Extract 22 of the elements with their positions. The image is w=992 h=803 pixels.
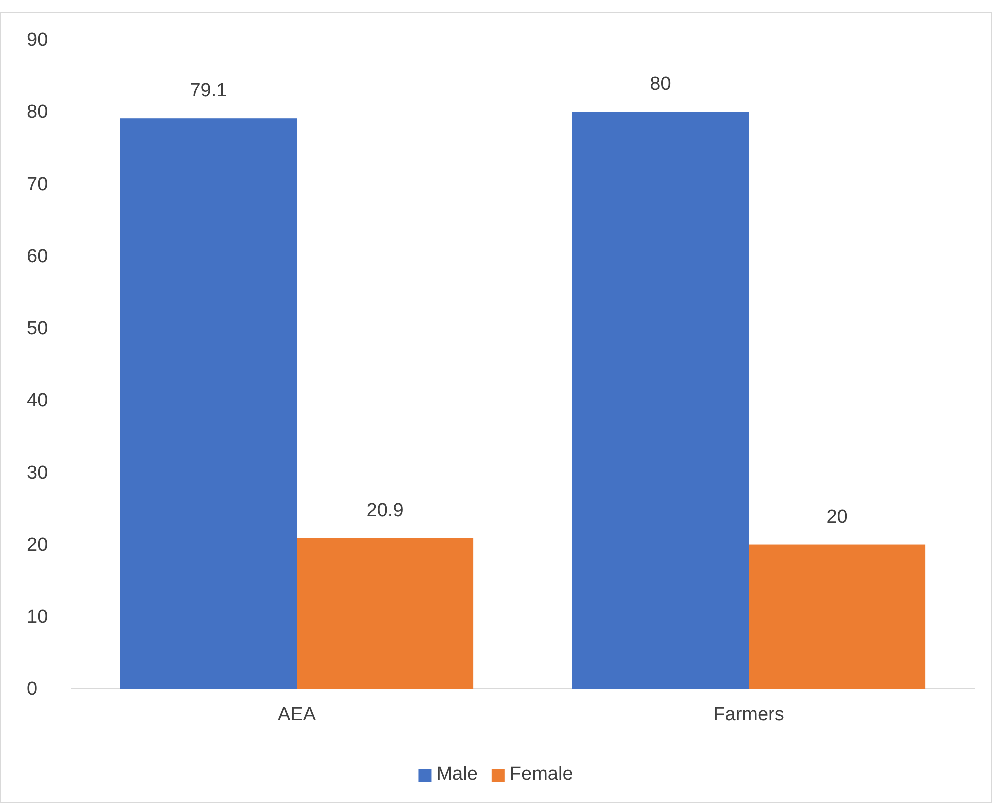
data-label: 20.9 (366, 500, 404, 522)
y-tick-label: 80 (27, 102, 48, 124)
bar (572, 112, 749, 689)
y-tick-label: 30 (27, 462, 48, 484)
legend-label: Female (510, 764, 574, 785)
x-tick-label: Farmers (714, 704, 784, 726)
bar (749, 544, 926, 689)
x-tick-label: AEA (278, 704, 316, 726)
y-tick-label: 90 (27, 30, 48, 52)
y-tick-label: 60 (27, 246, 48, 268)
data-label: 79.1 (190, 80, 228, 102)
data-label: 20 (826, 506, 848, 528)
data-label: 80 (650, 74, 672, 96)
y-tick-label: 0 (27, 679, 38, 700)
y-tick-label: 10 (27, 606, 48, 628)
bar (297, 538, 474, 689)
legend-label: Male (436, 764, 478, 785)
y-tick-label: 40 (27, 390, 48, 412)
bar (120, 118, 297, 689)
y-tick-label: 70 (27, 174, 48, 196)
y-tick-label: 20 (27, 534, 48, 556)
y-tick-label: 50 (27, 318, 48, 340)
